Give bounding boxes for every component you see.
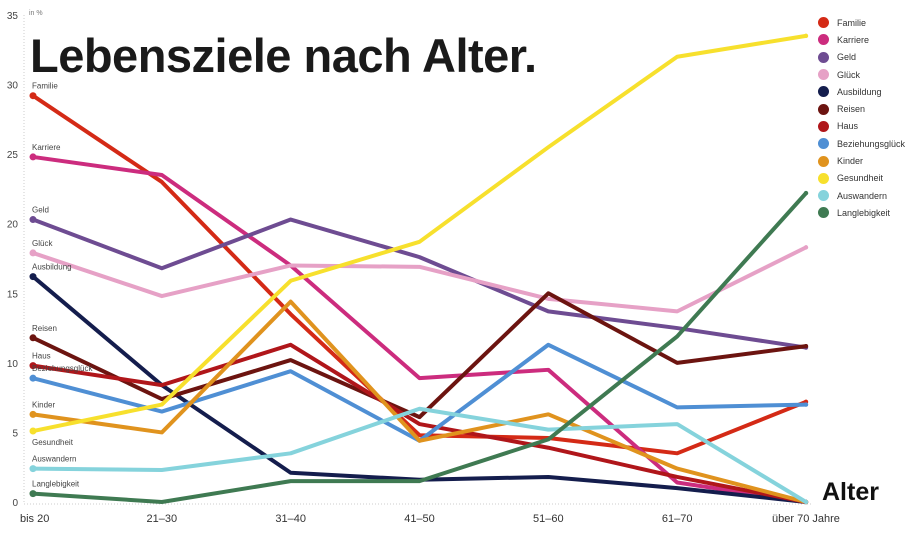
legend-label: Langlebigkeit: [837, 207, 891, 218]
series-start-label: Gesundheit: [32, 438, 74, 447]
legend-item: Beziehungsglück: [818, 135, 905, 152]
legend-item: Geld: [818, 49, 905, 66]
legend-swatch: [818, 86, 829, 98]
legend-swatch: [818, 172, 829, 184]
y-tick-label: 25: [7, 150, 19, 161]
legend-item: Kinder: [818, 152, 905, 169]
x-axis-label: Alter: [822, 478, 879, 506]
legend-item: Ausbildung: [818, 83, 905, 100]
data-point: [803, 343, 809, 349]
data-point: [29, 374, 37, 382]
series-line-familie: [31, 93, 808, 456]
data-point: [29, 249, 37, 257]
data-point: [29, 153, 37, 161]
series-start-label: Glück: [32, 239, 53, 248]
series-start-label: Beziehungsglück: [32, 364, 93, 373]
series-line-geld: [31, 217, 808, 350]
y-tick-label: 35: [7, 11, 19, 22]
legend-label: Ausbildung: [837, 86, 882, 97]
legend-item: Auswandern: [818, 187, 905, 204]
legend-item: Gesundheit: [818, 170, 905, 187]
series-start-label: Haus: [32, 352, 51, 361]
series-start-label: Ausbildung: [32, 263, 72, 272]
legend-item: Reisen: [818, 100, 905, 117]
legend-label: Karriere: [837, 34, 870, 45]
data-point: [803, 402, 809, 407]
x-tick-label: 51–60: [533, 513, 564, 525]
series-line-reisen: [31, 291, 808, 420]
chart-title: Lebensziele nach Alter.: [30, 29, 537, 82]
x-tick-label: bis 20: [20, 513, 49, 525]
legend-label: Reisen: [837, 104, 866, 115]
legend-label: Beziehungsglück: [837, 138, 906, 149]
series-start-label: Langlebigkeit: [32, 480, 80, 489]
legend-swatch: [818, 138, 829, 150]
legend-item: Familie: [818, 14, 905, 31]
y-tick-label: 5: [12, 428, 18, 439]
data-point: [803, 499, 809, 505]
data-point: [29, 334, 37, 342]
y-tick-label: 15: [7, 289, 19, 300]
data-point: [803, 245, 809, 250]
y-tick-label: 0: [12, 498, 18, 509]
data-point: [803, 33, 809, 39]
data-point: [803, 190, 809, 196]
data-point: [29, 92, 37, 100]
data-point: [29, 216, 37, 224]
series-start-label: Auswandern: [32, 455, 76, 464]
data-point: [29, 427, 37, 435]
data-point: [29, 273, 37, 281]
legend-item: Haus: [818, 118, 905, 135]
legend-item: Karriere: [818, 31, 905, 48]
unit-label: in %: [29, 10, 43, 17]
data-point: [29, 465, 37, 473]
legend-label: Auswandern: [837, 190, 888, 201]
data-point: [29, 410, 37, 418]
legend-swatch: [818, 207, 829, 219]
x-tick-label: 41–50: [404, 513, 435, 525]
x-tick-label: über 70 Jahre: [772, 513, 840, 525]
legend-swatch: [818, 103, 829, 115]
series-start-label: Geld: [32, 206, 49, 215]
legend-swatch: [818, 190, 829, 202]
data-point: [29, 362, 37, 370]
legend-item: Langlebigkeit: [818, 204, 905, 221]
legend-item: Glück: [818, 66, 905, 83]
y-tick-label: 10: [7, 359, 19, 370]
legend-label: Familie: [837, 17, 867, 28]
legend-swatch: [818, 120, 829, 132]
legend: Familie Karriere Geld Glück Ausbildung Reisen…: [818, 14, 905, 222]
legend-swatch: [818, 155, 829, 167]
legend-label: Kinder: [837, 156, 864, 167]
series-start-label: Familie: [32, 82, 58, 91]
x-tick-label: 31–40: [275, 513, 306, 525]
legend-swatch: [818, 34, 829, 46]
x-tick-label: 61–70: [662, 513, 693, 525]
legend-label: Glück: [837, 69, 861, 80]
series-start-label: Karriere: [32, 143, 61, 152]
x-tick-label: 21–30: [147, 513, 178, 525]
legend-label: Geld: [837, 52, 857, 63]
legend-label: Haus: [837, 121, 859, 132]
legend-label: Gesundheit: [837, 173, 884, 184]
y-tick-label: 30: [7, 81, 19, 92]
y-tick-label: 20: [7, 220, 19, 231]
legend-swatch: [818, 51, 829, 63]
legend-swatch: [818, 17, 829, 29]
series-start-label: Kinder: [32, 400, 55, 409]
data-point: [29, 490, 37, 498]
series-start-label: Reisen: [32, 324, 57, 333]
legend-swatch: [818, 69, 829, 81]
